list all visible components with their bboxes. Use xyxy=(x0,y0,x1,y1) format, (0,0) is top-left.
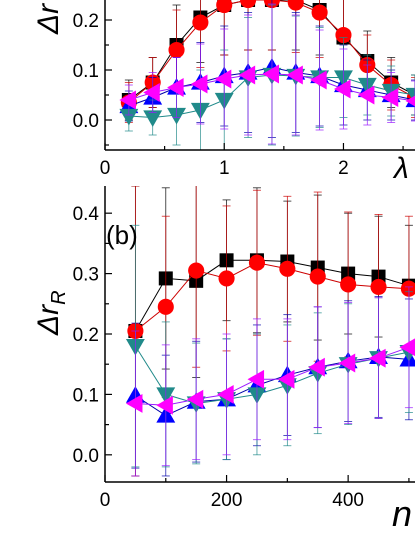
panel-b-x-tick-label: 200 xyxy=(211,490,243,511)
panel-b-marker-triangle-left xyxy=(369,348,386,368)
panel-b-series-triangle-up xyxy=(125,296,415,477)
panel-b-series-triangle-down xyxy=(125,224,415,468)
panel-b-marker-triangle-left xyxy=(156,395,173,415)
panel-a-marker-triangle-down xyxy=(119,108,139,126)
panel-a-marker-triangle-left xyxy=(262,64,280,84)
panel-b-marker-triangle-left xyxy=(186,389,204,409)
panel-b-y-axis-label: ΔrR xyxy=(32,290,70,336)
panel-a-data xyxy=(119,0,415,150)
panel-a-marker-triangle-down xyxy=(143,110,163,127)
panel-b-marker-triangle-left xyxy=(125,394,143,413)
panel-b-y-tick-label: 0.3 xyxy=(73,265,99,286)
panel-b-marker-triangle-left xyxy=(217,384,234,404)
panel-a-x-axis-label: λ xyxy=(392,152,409,185)
panel-b-series-triangle-left xyxy=(125,286,415,477)
panel-a-marker-triangle-left xyxy=(238,65,256,85)
panel-b-marker-circle xyxy=(340,276,357,293)
panel-b-y-tick-label: 0.0 xyxy=(73,446,99,467)
panel-a-marker-circle xyxy=(216,0,233,14)
panel-b-series-line xyxy=(135,356,409,417)
panel-a-marker-circle xyxy=(240,0,257,9)
panel-a-marker-triangle-left xyxy=(214,69,232,89)
panel-a-marker-triangle-left xyxy=(310,70,327,90)
panel-b-y-tick-label: 0.4 xyxy=(73,204,100,225)
panel-a-series-triangle-down xyxy=(119,4,415,150)
panel-b-marker-triangle-left xyxy=(399,338,415,357)
panel-a-marker-triangle-left xyxy=(190,74,208,94)
panel-b-series-line xyxy=(135,262,409,332)
panel-b-y-axis-label-main: Δr xyxy=(32,304,65,336)
panel-a-marker-circle xyxy=(192,14,209,31)
panel-a-marker-triangle-left xyxy=(143,83,160,102)
panel-a-marker-triangle-left xyxy=(334,79,351,99)
panel-a: 0 1 2 0.0 0.1 0.2 Δr λ xyxy=(32,0,415,185)
panel-b-series-circle xyxy=(127,186,415,477)
panel-a-marker-triangle-left xyxy=(381,88,399,107)
panel-b-label: (b) xyxy=(106,220,138,250)
panel-a-y-tick-label: 0.1 xyxy=(73,61,99,82)
panel-b-series-square xyxy=(128,186,415,477)
panel-b-marker-circle xyxy=(248,254,266,271)
panel-b-y-tick-label: 0.2 xyxy=(73,325,99,346)
panel-a-series-triangle-left xyxy=(119,3,415,145)
panel-a-series-circle xyxy=(120,0,415,123)
panel-a-x-tick-label: 0 xyxy=(100,158,111,179)
panel-b: 0 200 400 0.0 0.1 0.2 0.3 0.4 (b) ΔrR n xyxy=(32,186,415,534)
panel-b-series-line xyxy=(135,346,410,406)
panel-b-marker-circle xyxy=(279,260,296,277)
panel-a-marker-circle xyxy=(335,26,352,44)
panel-a-marker-triangle-left xyxy=(286,65,303,85)
panel-a-marker-circle xyxy=(168,41,185,59)
panel-b-marker-circle xyxy=(400,280,415,297)
panel-a-marker-triangle-left xyxy=(167,78,184,97)
panel-a-x-tick-label: 1 xyxy=(219,158,230,179)
panel-b-series-line xyxy=(134,345,410,404)
panel-b-plot-area: 0 200 400 0.0 0.1 0.2 0.3 0.4 xyxy=(73,186,415,511)
panel-b-x-tick-label: 0 xyxy=(100,490,111,511)
panel-b-marker-circle xyxy=(218,270,235,287)
panel-b-x-tick-label: 400 xyxy=(332,490,364,511)
panel-b-data xyxy=(125,186,415,477)
panel-a-marker-circle xyxy=(287,0,304,11)
panel-a-plot-area: 0 1 2 0.0 0.1 0.2 xyxy=(73,0,415,179)
panel-a-marker-triangle-left xyxy=(119,90,136,110)
panel-b-marker-triangle-left xyxy=(338,353,356,373)
panel-a-x-tick-label: 2 xyxy=(338,158,349,179)
panel-b-y-tick-label: 0.1 xyxy=(73,385,99,406)
panel-b-marker-circle xyxy=(188,262,205,279)
panel-b-marker-circle xyxy=(370,278,387,295)
panel-a-marker-triangle-left xyxy=(405,95,415,107)
panel-a-y-axis-label: Δr xyxy=(32,3,65,35)
panel-b-x-axis-label: n xyxy=(392,493,412,534)
panel-a-y-tick-label: 0.0 xyxy=(73,111,99,132)
panel-b-series-line xyxy=(134,259,410,332)
panel-b-marker-circle xyxy=(157,298,174,315)
panel-b-y-axis-label-sub: R xyxy=(48,290,70,304)
panel-a-y-tick-label: 0.2 xyxy=(73,11,99,32)
panel-b-marker-triangle-left xyxy=(247,369,265,389)
panel-b-marker-triangle-left xyxy=(308,357,325,377)
panel-a-marker-triangle-left xyxy=(357,85,375,105)
panel-b-marker-triangle-left xyxy=(277,369,295,389)
panel-a-marker-circle xyxy=(311,4,328,21)
panel-b-marker-circle xyxy=(309,268,326,285)
